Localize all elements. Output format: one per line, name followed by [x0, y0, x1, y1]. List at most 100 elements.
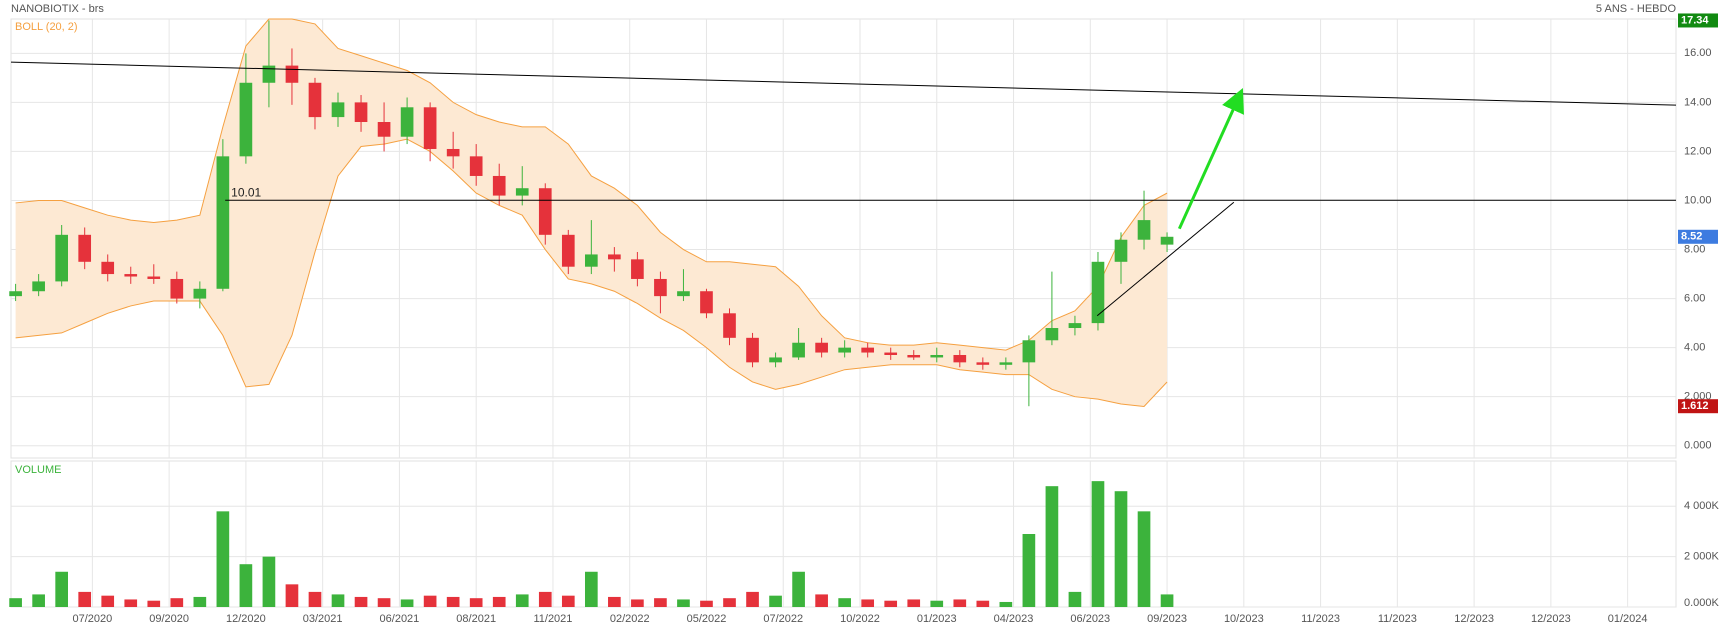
- volume-bar: [838, 598, 851, 607]
- candle-body: [239, 82, 253, 157]
- candle-body: [907, 354, 921, 358]
- volume-bar: [216, 511, 230, 607]
- candle-body: [1137, 220, 1151, 240]
- candle-body: [216, 156, 230, 289]
- indicator-label: BOLL (20, 2): [15, 21, 78, 33]
- candle-body: [1091, 261, 1105, 324]
- candle-body: [1045, 328, 1059, 341]
- band-fill: [15, 19, 1168, 407]
- trend-line: [1096, 201, 1235, 317]
- volume-bar: [147, 600, 161, 607]
- candle-body: [769, 357, 782, 363]
- volume-bar: [815, 594, 828, 607]
- candle-body: [55, 234, 68, 282]
- y-tick-label: 4.00: [1684, 342, 1705, 354]
- volume-bar: [584, 571, 598, 607]
- y-tick-label: 16.00: [1684, 47, 1712, 59]
- volume-bar: [78, 591, 92, 607]
- x-tick-label: 11/2023: [1301, 613, 1340, 625]
- x-tick-label: 09/2023: [1147, 613, 1187, 625]
- volume-bar: [55, 571, 68, 607]
- candle-body: [654, 278, 667, 297]
- candle-body: [538, 188, 552, 235]
- volume-bar: [262, 556, 276, 607]
- candle-body: [584, 254, 598, 267]
- price-marker-label: 8.52: [1681, 231, 1702, 243]
- candle-body: [1160, 236, 1174, 245]
- y-tick-label: 2 000K: [1684, 551, 1720, 563]
- volume-bar: [1091, 481, 1105, 607]
- x-tick-label: 12/2023: [1531, 613, 1571, 625]
- volume-bar: [492, 596, 506, 607]
- volume-bar: [446, 596, 460, 607]
- volume-bar: [538, 591, 552, 607]
- candle-body: [677, 291, 690, 297]
- x-tick-label: 01/2023: [917, 613, 957, 625]
- volume-bar: [654, 598, 667, 607]
- candle-body: [792, 342, 805, 358]
- volume-bar: [792, 571, 805, 607]
- x-tick-label: 06/2023: [1070, 613, 1110, 625]
- volume-bar: [1045, 486, 1059, 607]
- volume-bar: [331, 594, 345, 607]
- chart-title: NANOBIOTIX - brs: [11, 3, 104, 15]
- x-tick-label: 12/2023: [1454, 613, 1494, 625]
- volume-bar: [377, 598, 391, 607]
- candle-body: [561, 234, 575, 267]
- volume-bar: [9, 598, 22, 607]
- candle-body: [446, 148, 460, 157]
- volume-bar: [170, 598, 184, 607]
- volume-bar: [608, 596, 621, 607]
- volume-bar: [999, 601, 1013, 607]
- volume-bar: [400, 599, 414, 607]
- candle-body: [838, 347, 851, 353]
- candle-body: [608, 254, 621, 260]
- x-tick-label: 11/2021: [533, 613, 572, 625]
- volume-bar: [101, 595, 115, 607]
- volume-bar: [976, 600, 990, 607]
- volume-bar: [631, 599, 644, 607]
- candle-body: [492, 175, 506, 196]
- candle-body: [723, 313, 736, 338]
- volume-bar: [746, 591, 759, 607]
- volume-bar: [1022, 534, 1036, 607]
- x-tick-label: 08/2021: [456, 613, 496, 625]
- x-tick-label: 12/2020: [226, 613, 266, 625]
- volume-bar: [515, 594, 529, 607]
- candle-body: [953, 354, 967, 363]
- candle-body: [976, 362, 990, 365]
- candle-body: [32, 281, 45, 292]
- candle-body: [262, 65, 276, 83]
- candle-body: [930, 354, 944, 358]
- x-tick-label: 01/2024: [1608, 613, 1648, 625]
- candle-body: [884, 352, 898, 355]
- price-marker-label: 17.34: [1681, 14, 1709, 26]
- volume-bar: [677, 599, 690, 607]
- volume-bar: [1137, 511, 1151, 607]
- price-marker: [1678, 229, 1718, 244]
- y-tick-label: 12.00: [1684, 145, 1712, 157]
- volume-bar: [469, 598, 483, 607]
- y-tick-label: 6.00: [1684, 292, 1705, 304]
- candle-body: [515, 188, 529, 196]
- x-tick-label: 06/2021: [380, 613, 420, 625]
- volume-bar: [561, 595, 575, 607]
- volume-bar: [124, 599, 138, 607]
- x-tick-label: 05/2022: [687, 613, 727, 625]
- band-upper: [15, 18, 1168, 351]
- volume-bar: [1114, 491, 1128, 607]
- candle-body: [861, 347, 875, 353]
- volume-bar: [239, 564, 253, 607]
- volume-bar: [423, 595, 437, 607]
- y-tick-label: 4 000K: [1684, 500, 1720, 512]
- candle-body: [1068, 323, 1082, 329]
- y-tick-label: 0.000K: [1684, 597, 1720, 609]
- candle-body: [631, 259, 644, 279]
- candle-body: [746, 337, 759, 363]
- candle-body: [124, 274, 138, 277]
- candle-body: [101, 261, 115, 275]
- candle-body: [193, 288, 207, 299]
- candle-body: [815, 342, 828, 353]
